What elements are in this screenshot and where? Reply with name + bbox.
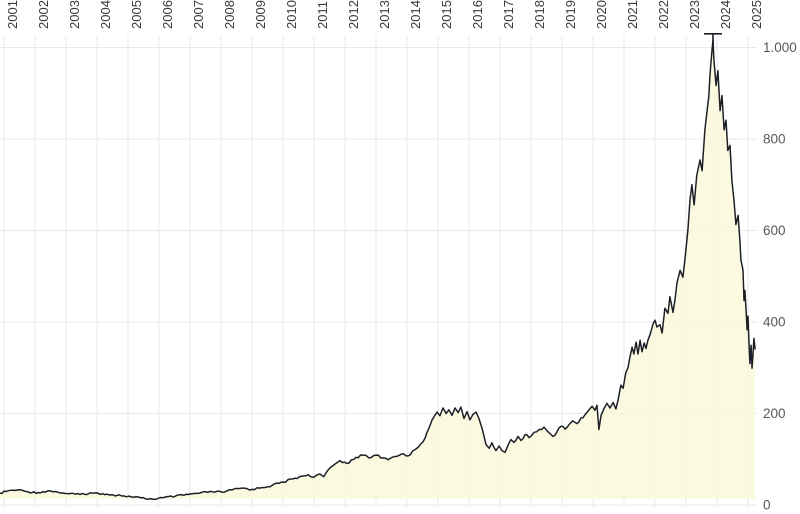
y-tick-label: 600 <box>763 223 786 238</box>
x-tick-label: 2002 <box>36 0 51 29</box>
x-tick-label: 2022 <box>656 0 671 29</box>
x-tick-label: 2016 <box>470 0 485 29</box>
x-tick-label: 2007 <box>191 0 206 29</box>
x-tick-label: 2013 <box>377 0 392 29</box>
x-tick-label: 2023 <box>687 0 702 29</box>
x-tick-label: 2008 <box>222 0 237 29</box>
x-tick-label: 2019 <box>563 0 578 29</box>
x-tick-label: 2017 <box>501 0 516 29</box>
x-tick-label: 2009 <box>253 0 268 29</box>
x-tick-label: 2006 <box>160 0 175 29</box>
x-tick-label: 2025 <box>749 0 764 29</box>
x-tick-label: 2012 <box>346 0 361 29</box>
x-tick-label: 2004 <box>98 0 113 29</box>
y-tick-label: 0 <box>763 498 771 513</box>
x-tick-label: 2020 <box>594 0 609 29</box>
x-tick-label: 2021 <box>625 0 640 29</box>
x-tick-label: 2005 <box>129 0 144 29</box>
x-tick-label: 2001 <box>5 0 20 29</box>
x-tick-label: 2018 <box>532 0 547 29</box>
y-tick-label: 200 <box>763 406 786 421</box>
x-tick-label: 2024 <box>718 0 733 29</box>
x-tick-label: 2010 <box>284 0 299 29</box>
y-tick-label: 800 <box>763 132 786 147</box>
y-tick-label: 1.000 <box>763 40 797 55</box>
y-tick-label: 400 <box>763 315 786 330</box>
x-tick-label: 2011 <box>315 1 330 29</box>
x-tick-label: 2015 <box>439 0 454 29</box>
x-tick-label: 2014 <box>408 0 423 29</box>
price-line <box>0 39 756 501</box>
x-tick-label: 2003 <box>67 0 82 29</box>
area-fill <box>0 40 756 500</box>
